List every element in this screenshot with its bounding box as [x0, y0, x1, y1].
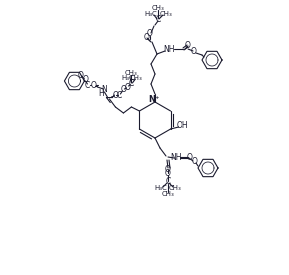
Text: O: O: [90, 81, 96, 89]
Text: C: C: [155, 15, 161, 24]
Text: CH₃: CH₃: [168, 185, 181, 191]
Text: O: O: [125, 82, 130, 92]
Text: H: H: [99, 89, 104, 98]
Text: O: O: [185, 40, 191, 50]
Text: N: N: [101, 86, 107, 95]
Text: C: C: [85, 81, 90, 89]
Text: N⁺: N⁺: [148, 95, 160, 104]
Text: NH: NH: [170, 153, 182, 163]
Text: O: O: [144, 34, 150, 43]
Text: CH₃: CH₃: [162, 191, 174, 197]
Text: C: C: [117, 90, 122, 100]
Text: O: O: [82, 76, 88, 84]
Text: CH₃: CH₃: [152, 5, 164, 11]
Text: C: C: [165, 177, 171, 186]
Text: O: O: [187, 153, 193, 163]
Text: O: O: [112, 90, 118, 100]
Text: NH: NH: [163, 45, 175, 54]
Text: CH₃: CH₃: [130, 75, 143, 81]
Text: O: O: [191, 48, 197, 56]
Text: C: C: [129, 79, 134, 89]
Text: O: O: [147, 29, 153, 39]
Text: H₃C: H₃C: [144, 11, 158, 17]
Text: O: O: [165, 169, 171, 178]
Text: H₃C: H₃C: [121, 75, 134, 81]
Text: O: O: [192, 158, 198, 166]
Text: O: O: [121, 86, 126, 95]
Text: O: O: [165, 166, 171, 175]
Text: OH: OH: [177, 122, 188, 131]
Text: O: O: [77, 70, 83, 79]
Text: H₃C: H₃C: [155, 185, 167, 191]
Text: CH₃: CH₃: [160, 11, 172, 17]
Text: CH₃: CH₃: [125, 70, 138, 76]
